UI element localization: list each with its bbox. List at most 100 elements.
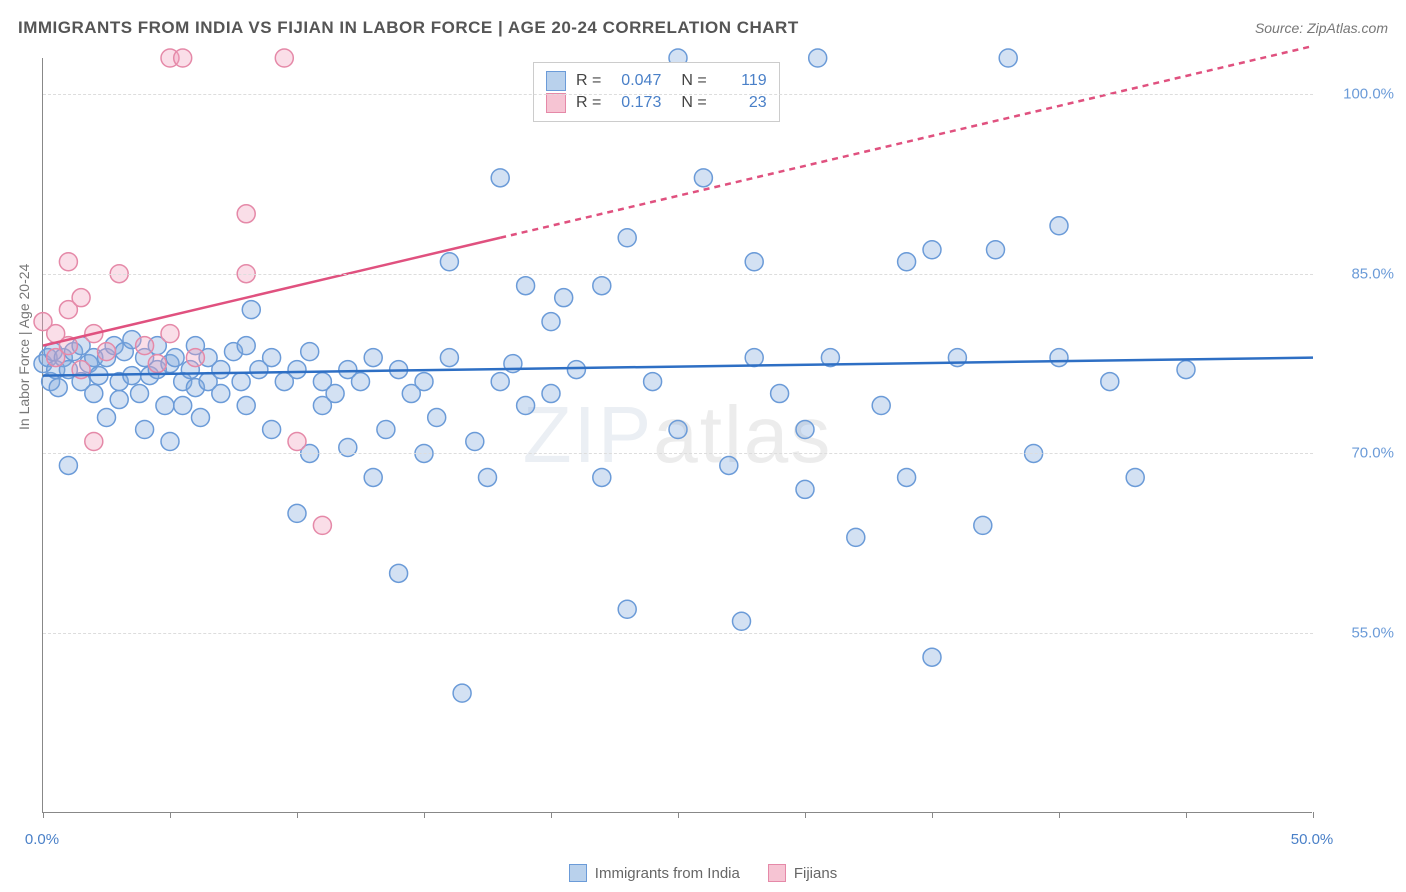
scatter-point xyxy=(542,385,560,403)
scatter-point xyxy=(847,528,865,546)
bottom-legend: Immigrants from IndiaFijians xyxy=(0,864,1406,882)
scatter-point xyxy=(275,49,293,67)
scatter-point xyxy=(390,564,408,582)
scatter-point xyxy=(1177,361,1195,379)
scatter-point xyxy=(237,205,255,223)
scatter-point xyxy=(98,343,116,361)
y-tick-label: 100.0% xyxy=(1324,85,1394,102)
scatter-point xyxy=(232,373,250,391)
y-tick-label: 85.0% xyxy=(1324,265,1394,282)
scatter-point xyxy=(923,648,941,666)
x-tick xyxy=(297,812,298,818)
scatter-point xyxy=(1101,373,1119,391)
scatter-point xyxy=(466,432,484,450)
scatter-point xyxy=(148,355,166,373)
scatter-point xyxy=(898,468,916,486)
scatter-point xyxy=(618,229,636,247)
scatter-point xyxy=(491,373,509,391)
scatter-point xyxy=(923,241,941,259)
scatter-point xyxy=(517,397,535,415)
scatter-point xyxy=(593,468,611,486)
legend-label: Immigrants from India xyxy=(595,865,740,882)
gridline xyxy=(43,453,1313,454)
scatter-point xyxy=(440,349,458,367)
scatter-point xyxy=(174,49,192,67)
scatter-point xyxy=(59,456,77,474)
n-value: 23 xyxy=(717,94,767,112)
x-tick xyxy=(1313,812,1314,818)
scatter-point xyxy=(542,313,560,331)
x-tick-label: 0.0% xyxy=(25,831,59,848)
n-value: 119 xyxy=(717,72,767,90)
gridline xyxy=(43,94,1313,95)
scatter-point xyxy=(161,432,179,450)
chart-title: IMMIGRANTS FROM INDIA VS FIJIAN IN LABOR… xyxy=(18,18,799,38)
scatter-point xyxy=(771,385,789,403)
scatter-point xyxy=(136,337,154,355)
x-tick xyxy=(678,812,679,818)
scatter-point xyxy=(733,612,751,630)
gridline xyxy=(43,633,1313,634)
scatter-point xyxy=(326,385,344,403)
scatter-point xyxy=(364,349,382,367)
r-label: R = xyxy=(576,94,601,112)
scatter-point xyxy=(745,349,763,367)
scatter-point xyxy=(212,385,230,403)
scatter-point xyxy=(49,379,67,397)
legend-swatch xyxy=(546,93,566,113)
scatter-point xyxy=(415,373,433,391)
scatter-point xyxy=(745,253,763,271)
scatter-point xyxy=(166,349,184,367)
scatter-point xyxy=(567,361,585,379)
scatter-point xyxy=(59,253,77,271)
x-tick xyxy=(43,812,44,818)
scatter-point xyxy=(555,289,573,307)
scatter-point xyxy=(796,421,814,439)
scatter-point xyxy=(263,349,281,367)
scatter-point xyxy=(479,468,497,486)
scatter-point xyxy=(428,409,446,427)
scatter-point xyxy=(974,516,992,534)
y-axis-title: In Labor Force | Age 20-24 xyxy=(16,264,32,430)
x-tick xyxy=(1059,812,1060,818)
scatter-point xyxy=(191,409,209,427)
y-tick-label: 70.0% xyxy=(1324,445,1394,462)
scatter-point xyxy=(491,169,509,187)
scatter-point xyxy=(593,277,611,295)
x-tick xyxy=(1186,812,1187,818)
scatter-point xyxy=(377,421,395,439)
scatter-point xyxy=(136,421,154,439)
gridline xyxy=(43,274,1313,275)
scatter-point xyxy=(186,349,204,367)
x-tick xyxy=(170,812,171,818)
legend-swatch xyxy=(768,864,786,882)
scatter-point xyxy=(872,397,890,415)
x-tick xyxy=(932,812,933,818)
scatter-point xyxy=(237,397,255,415)
plot-area: ZIPatlas R =0.047N =119R =0.173N =23 55.… xyxy=(42,58,1312,813)
x-tick xyxy=(551,812,552,818)
scatter-point xyxy=(352,373,370,391)
r-value: 0.173 xyxy=(611,94,661,112)
x-tick-label: 50.0% xyxy=(1291,831,1334,848)
scatter-point xyxy=(796,480,814,498)
n-label: N = xyxy=(681,94,706,112)
legend-swatch xyxy=(569,864,587,882)
scatter-point xyxy=(156,397,174,415)
correlation-legend: R =0.047N =119R =0.173N =23 xyxy=(533,62,780,122)
legend-swatch xyxy=(546,71,566,91)
scatter-point xyxy=(263,421,281,439)
source-label: Source: ZipAtlas.com xyxy=(1255,20,1388,36)
scatter-point xyxy=(301,343,319,361)
scatter-point xyxy=(644,373,662,391)
r-value: 0.047 xyxy=(611,72,661,90)
scatter-point xyxy=(364,468,382,486)
scatter-point xyxy=(517,277,535,295)
chart-svg xyxy=(43,58,1313,813)
scatter-point xyxy=(987,241,1005,259)
header: IMMIGRANTS FROM INDIA VS FIJIAN IN LABOR… xyxy=(18,18,1388,38)
scatter-point xyxy=(237,337,255,355)
scatter-point xyxy=(313,516,331,534)
scatter-point xyxy=(288,361,306,379)
scatter-point xyxy=(72,289,90,307)
